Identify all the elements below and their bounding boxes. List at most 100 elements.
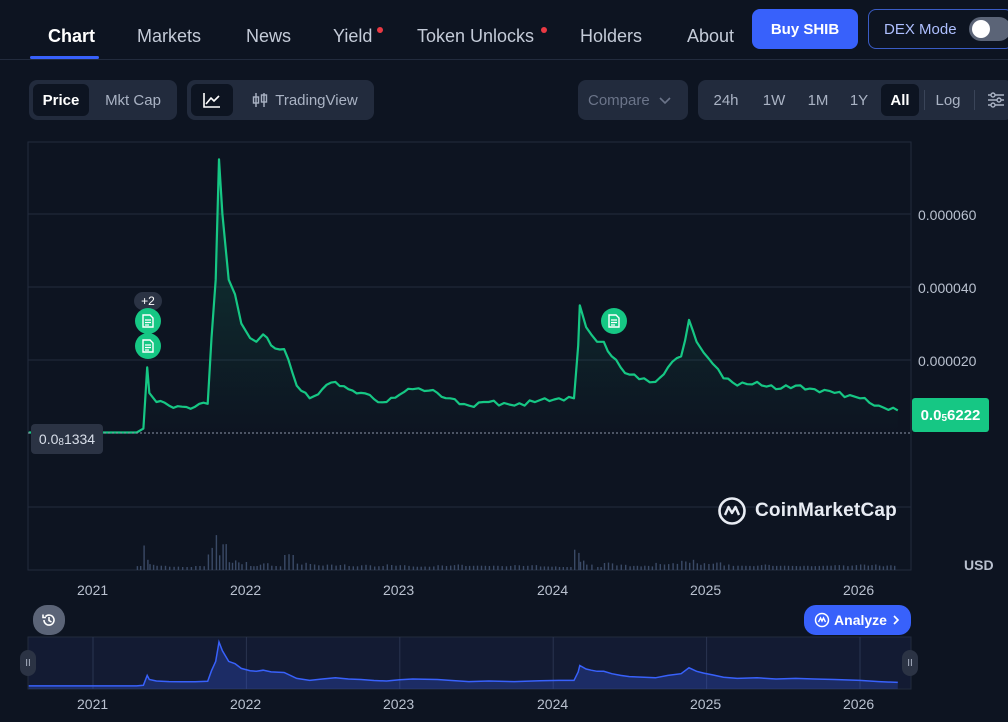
volume-bar (259, 564, 262, 570)
volume-bar (562, 567, 564, 570)
volume-bar (160, 565, 162, 570)
navigator-left-handle[interactable]: II (20, 650, 36, 676)
volume-bar (441, 565, 443, 570)
more-events-pill[interactable]: +2 (134, 292, 162, 310)
tab-holders[interactable]: Holders (580, 26, 643, 46)
news-event-marker[interactable] (135, 333, 161, 359)
volume-bar (651, 566, 654, 570)
volume-bar (760, 565, 763, 570)
volume-bar (745, 565, 747, 570)
volume-bar (531, 565, 533, 570)
volume-bar (867, 565, 869, 570)
tab-about[interactable]: About (687, 26, 735, 46)
volume-bar (143, 545, 145, 570)
volume-bar (222, 544, 224, 570)
tab-markets[interactable]: Markets (137, 26, 202, 46)
range-24h-button[interactable]: 24h (713, 91, 739, 109)
volume-bar (803, 565, 805, 570)
volume-bar (636, 565, 639, 570)
volume-bar (215, 535, 218, 570)
volume-bar (689, 562, 691, 570)
history-button[interactable] (33, 605, 65, 635)
range-all-button[interactable]: All (881, 84, 919, 116)
log-scale-button[interactable]: Log (935, 91, 961, 109)
volume-bar (535, 565, 538, 570)
volume-bar (140, 566, 142, 570)
price-metric-button[interactable]: Price (33, 84, 89, 116)
volume-bar (484, 565, 487, 570)
volume-bar (749, 565, 751, 570)
volume-bar (510, 565, 512, 570)
coinmarketcap-watermark: CoinMarketCap (717, 496, 897, 526)
volume-bar (676, 563, 679, 570)
volume-bar (716, 562, 718, 570)
navigator[interactable] (27, 636, 912, 690)
volume-bar (228, 562, 231, 570)
volume-bar (225, 544, 227, 570)
analyze-button[interactable]: Analyze (804, 605, 911, 635)
volume-bar (374, 566, 376, 570)
volume-bar (737, 565, 739, 570)
volume-bar (719, 562, 722, 570)
volume-bar (547, 566, 549, 570)
volume-bar (586, 564, 588, 570)
line-chart-button[interactable] (191, 84, 233, 116)
news-event-marker[interactable] (135, 308, 161, 334)
volume-bar (860, 564, 862, 570)
volume-bar (453, 565, 456, 570)
volume-bar (875, 564, 877, 570)
navigator-x-tick-label: 2024 (537, 696, 569, 712)
volume-bar (288, 554, 290, 570)
navigator-right-handle[interactable]: II (902, 650, 918, 676)
buy-shib-button[interactable]: Buy SHIB (752, 9, 858, 49)
volume-bar (365, 564, 367, 570)
range-1w-button[interactable]: 1W (762, 91, 786, 109)
tab-yield[interactable]: Yield (333, 26, 373, 46)
volume-bar (245, 562, 248, 570)
toolbar-divider (974, 90, 975, 110)
volume-bar (583, 560, 585, 570)
volume-bar (616, 565, 618, 570)
tab-news[interactable]: News (246, 26, 292, 46)
volume-bar (527, 565, 529, 570)
volume-bar (147, 559, 149, 570)
currency-label: USD (964, 557, 994, 573)
volume-bar (607, 562, 610, 570)
chart-settings-button[interactable] (982, 84, 1008, 116)
volume-bar (659, 564, 661, 570)
compare-dropdown[interactable]: Compare (578, 80, 688, 120)
volume-bar (629, 566, 631, 570)
dex-mode-switch[interactable] (969, 17, 1008, 41)
volume-bar (640, 566, 642, 570)
volume-bar (433, 566, 435, 570)
token-unlocks-notification-dot (541, 27, 547, 33)
range-1y-button[interactable]: 1Y (849, 91, 869, 109)
volume-bar (250, 566, 252, 570)
range-1m-button[interactable]: 1M (807, 91, 829, 109)
tradingview-button[interactable]: TradingView (239, 84, 370, 116)
volume-bar (391, 565, 393, 570)
price-chart[interactable] (0, 130, 1008, 722)
market-cap-metric-button[interactable]: Mkt Cap (105, 91, 161, 109)
sliders-icon (988, 92, 1004, 108)
tab-token-unlocks[interactable]: Token Unlocks (417, 26, 535, 46)
volume-bar (555, 566, 557, 570)
watermark-text: CoinMarketCap (755, 500, 897, 521)
news-event-marker[interactable] (601, 308, 627, 334)
dex-mode-toggle[interactable]: DEX Mode (868, 9, 1008, 49)
navigator-x-tick-label: 2025 (690, 696, 722, 712)
volume-bar (838, 565, 840, 570)
volume-bar (190, 567, 193, 570)
volume-bar (173, 566, 175, 570)
y-tick-label: 0.000040 (918, 280, 977, 296)
tab-chart[interactable]: Chart (48, 26, 96, 46)
volume-bar (539, 566, 542, 570)
volume-bar (284, 555, 286, 570)
volume-bar (164, 565, 167, 570)
navigator-x-tick-label: 2021 (77, 696, 109, 712)
volume-bar (741, 565, 743, 570)
compare-label: Compare (588, 91, 650, 109)
x-tick-label: 2021 (77, 582, 109, 598)
volume-bar (493, 565, 495, 570)
chevron-down-icon (659, 97, 671, 105)
